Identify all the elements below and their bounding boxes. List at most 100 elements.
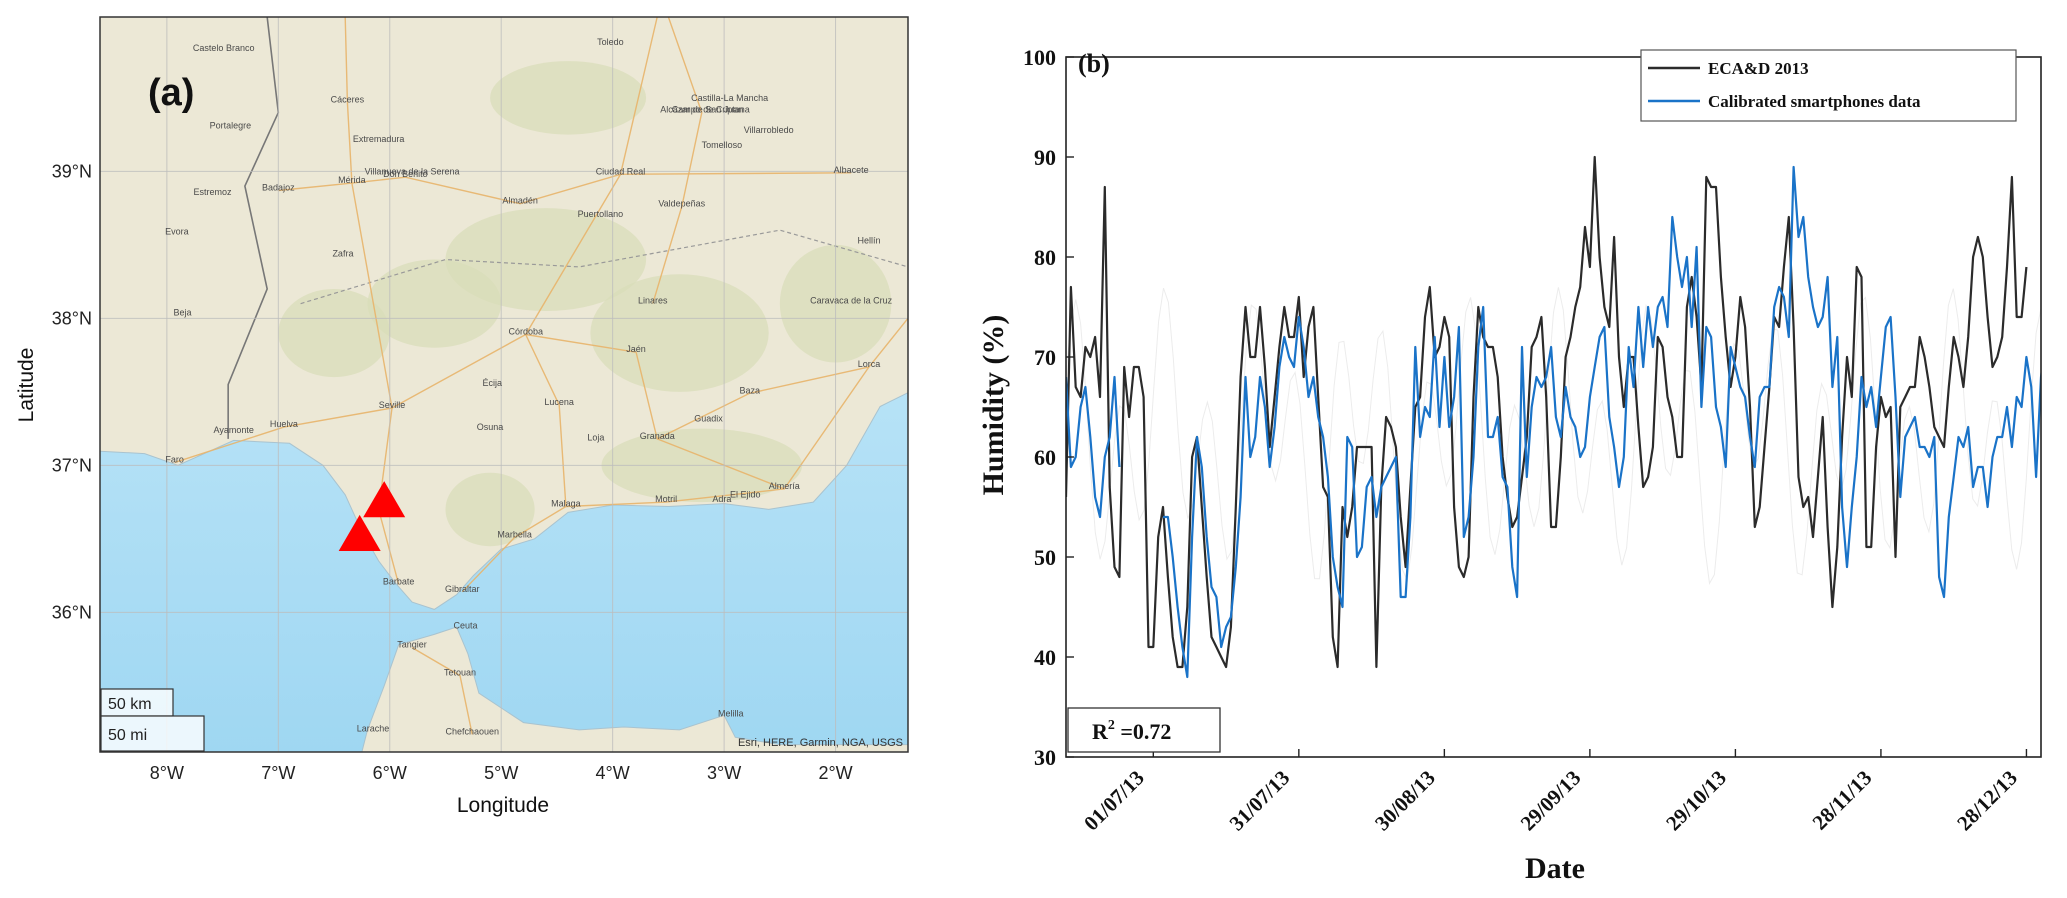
map-place-label: Ayamonte xyxy=(214,425,254,435)
legend: ECA&D 2013 Calibrated smartphones data xyxy=(1640,49,2017,122)
map-place-label: Tomelloso xyxy=(702,140,743,150)
scale-bar-km: 50 km xyxy=(108,696,152,713)
line-y-axis-label: Humidity (%) xyxy=(977,315,1010,496)
plot-background-texture xyxy=(1065,287,2042,585)
map-place-label: Alcázar de San Juan xyxy=(660,105,743,115)
legend-label-smartphones: Calibrated smartphones data xyxy=(1708,92,1921,111)
map-place-label: Lorca xyxy=(858,359,881,369)
map-place-label: Castilla-La Mancha xyxy=(691,93,768,103)
x-tick-label: 30/08/13 xyxy=(1370,766,1440,836)
map-x-axis-label: Longitude xyxy=(457,794,549,817)
line-x-axis-label: Date xyxy=(1525,852,1585,885)
road-network xyxy=(174,17,908,735)
map-place-label: Valdepeñas xyxy=(658,199,705,209)
y-tick-label: 90 xyxy=(1034,145,1056,170)
map-place-label: Toledo xyxy=(597,37,624,47)
map-place-label: Marbella xyxy=(497,529,532,539)
r-squared-symbol: R xyxy=(1092,719,1109,744)
map-x-tick-label: 7°W xyxy=(261,763,295,783)
panel-label-a: (a) xyxy=(148,72,194,114)
map-place-label: Loja xyxy=(587,432,604,442)
map-x-tick-label: 8°W xyxy=(150,763,184,783)
series-line-smartphones xyxy=(1066,165,2041,679)
scale-bar: 50 km 50 mi xyxy=(100,688,205,752)
legend-label-eca: ECA&D 2013 xyxy=(1708,59,1809,78)
map-place-label: El Ejido xyxy=(730,490,761,500)
map-place-label: Campo de Criptana xyxy=(672,105,750,115)
map-y-tick-labels: 36°N 37°N 38°N 39°N xyxy=(52,161,92,622)
map-x-tick-label: 5°W xyxy=(484,763,518,783)
map-place-label: Almería xyxy=(769,481,800,491)
map-place-label: Cáceres xyxy=(331,94,365,104)
map-place-label: Guadix xyxy=(694,413,723,423)
map-place-label: Huelva xyxy=(270,419,298,429)
map-place-label: Portalegre xyxy=(210,121,252,131)
x-tick-label: 28/11/13 xyxy=(1808,766,1877,835)
place-labels: Badajoz Mérida Cáceres Extremadura Evora Ciud… xyxy=(165,37,893,736)
map-place-label: Larache xyxy=(357,723,390,733)
map-x-tick-labels: 8°W 7°W 6°W 5°W 4°W 3°W 2°W xyxy=(150,763,853,783)
map-place-label: Caravaca de la Cruz xyxy=(810,296,893,306)
map-y-tick-label: 38°N xyxy=(52,308,92,328)
map-place-label: Linares xyxy=(638,296,668,306)
map-place-label: Melilla xyxy=(718,709,744,719)
map-place-label: Motril xyxy=(655,494,677,504)
map-place-label: Osuna xyxy=(477,422,504,432)
map-attribution: Esri, HERE, Garmin, NGA, USGS xyxy=(738,737,903,749)
series-line-eca xyxy=(1066,155,2028,669)
map-place-label: Ciudad Real xyxy=(596,166,646,176)
map-gridlines xyxy=(100,17,908,752)
site-markers xyxy=(338,481,406,552)
map-place-label: Badajoz xyxy=(262,182,295,192)
map-place-label: Villarrobledo xyxy=(744,125,794,135)
map-x-tick-label: 6°W xyxy=(373,763,407,783)
map-x-tick-label: 3°W xyxy=(707,763,741,783)
y-axis-ticks: 30 40 50 60 70 80 90 100 xyxy=(1023,45,1074,770)
map-place-label: Córdoba xyxy=(508,327,543,337)
map-place-label: Tangier xyxy=(397,640,427,650)
y-tick-label: 50 xyxy=(1034,545,1056,570)
y-tick-label: 70 xyxy=(1034,345,1056,370)
map-x-tick-label: 2°W xyxy=(818,763,852,783)
map-y-axis-label: Latitude xyxy=(15,348,38,423)
map-y-tick-label: 36°N xyxy=(52,602,92,622)
r-squared-annotation: R2 =0.72 xyxy=(1067,707,1221,753)
site-marker-site-1 xyxy=(363,481,406,518)
svg-text:R2 =0.72: R2 =0.72 xyxy=(1092,718,1171,744)
map-place-label: Extremadura xyxy=(353,134,405,144)
map-x-tick-label: 4°W xyxy=(596,763,630,783)
map-place-label: Baza xyxy=(739,385,760,395)
r-squared-value: =0.72 xyxy=(1115,719,1172,744)
y-tick-label: 60 xyxy=(1034,445,1056,470)
y-tick-label: 100 xyxy=(1023,45,1056,70)
map-place-label: Tetouan xyxy=(444,668,476,678)
scale-bar-mi: 50 mi xyxy=(108,727,147,744)
map-basemap: Badajoz Mérida Cáceres Extremadura Evora Ciud… xyxy=(100,17,908,752)
map-place-label: Jaén xyxy=(626,344,646,354)
map-place-label: Malaga xyxy=(551,499,581,509)
map-place-label: Villanueva de la Serena xyxy=(365,166,460,176)
map-panel: Badajoz Mérida Cáceres Extremadura Evora Ciud… xyxy=(15,16,909,817)
plot-area xyxy=(1066,57,2041,757)
panel-label-b: (b) xyxy=(1078,49,1110,78)
map-place-label: Castelo Branco xyxy=(193,43,255,53)
map-place-label: Barbate xyxy=(383,576,415,586)
map-place-label: Faro xyxy=(165,454,184,464)
map-place-label: Puertollano xyxy=(578,209,624,219)
x-tick-label: 31/07/13 xyxy=(1225,766,1295,836)
map-place-label: Zafra xyxy=(332,249,353,259)
y-tick-label: 40 xyxy=(1034,645,1056,670)
land-area xyxy=(100,17,908,752)
x-axis-ticks: 01/07/13 31/07/13 30/08/13 29/09/13 29/10/13… xyxy=(1079,749,2028,836)
y-tick-label: 80 xyxy=(1034,245,1056,270)
map-place-label: Hellín xyxy=(857,235,880,245)
legend-box xyxy=(1640,49,2017,122)
x-tick-label: 28/12/13 xyxy=(1952,766,2022,836)
map-place-label: Beja xyxy=(173,307,191,317)
map-place-label: Ceuta xyxy=(454,621,478,631)
x-tick-label: 29/09/13 xyxy=(1516,766,1586,836)
map-place-label: Seville xyxy=(379,400,406,410)
map-place-label: Albacete xyxy=(834,165,869,175)
x-tick-label: 29/10/13 xyxy=(1661,766,1731,836)
